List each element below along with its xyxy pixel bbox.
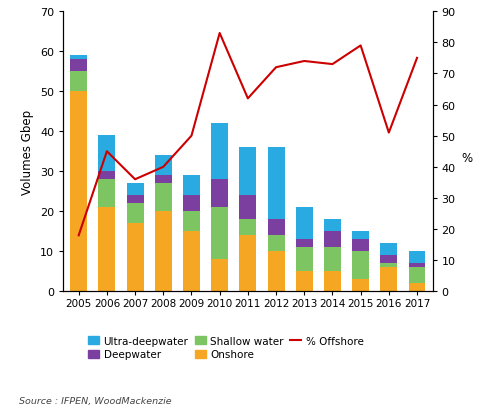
Bar: [155, 156, 172, 176]
Bar: [381, 256, 397, 264]
Bar: [183, 176, 200, 196]
Bar: [352, 232, 369, 240]
Bar: [70, 60, 87, 72]
Bar: [268, 220, 284, 236]
Bar: [296, 208, 312, 240]
Bar: [240, 148, 256, 196]
Bar: [352, 279, 369, 292]
Bar: [409, 252, 425, 264]
Bar: [99, 208, 115, 292]
Bar: [324, 272, 341, 292]
Bar: [409, 264, 425, 268]
Bar: [268, 236, 284, 252]
Bar: [127, 196, 143, 204]
Bar: [211, 180, 228, 208]
Bar: [409, 268, 425, 284]
Bar: [296, 248, 312, 272]
Y-axis label: %: %: [461, 152, 472, 165]
Bar: [70, 56, 87, 60]
Bar: [211, 260, 228, 292]
Bar: [155, 184, 172, 212]
Bar: [381, 244, 397, 256]
Bar: [324, 220, 341, 232]
Bar: [127, 184, 143, 196]
Bar: [70, 72, 87, 92]
Bar: [381, 264, 397, 268]
Bar: [268, 252, 284, 292]
Bar: [183, 196, 200, 212]
Bar: [352, 240, 369, 252]
Bar: [70, 92, 87, 292]
Bar: [324, 232, 341, 248]
Y-axis label: Volumes Gbep: Volumes Gbep: [21, 109, 35, 194]
Bar: [296, 240, 312, 248]
Bar: [324, 248, 341, 272]
Bar: [183, 232, 200, 292]
Bar: [268, 148, 284, 220]
Bar: [381, 268, 397, 292]
Bar: [211, 208, 228, 260]
Bar: [240, 236, 256, 292]
Legend: Ultra-deepwater, Deepwater, Shallow water, Onshore, % Offshore: Ultra-deepwater, Deepwater, Shallow wate…: [88, 336, 364, 360]
Bar: [155, 212, 172, 292]
Bar: [127, 224, 143, 292]
Bar: [409, 284, 425, 292]
Bar: [240, 220, 256, 236]
Text: Source : IFPEN, WoodMackenzie: Source : IFPEN, WoodMackenzie: [19, 396, 172, 405]
Bar: [352, 252, 369, 279]
Bar: [183, 212, 200, 232]
Bar: [99, 180, 115, 208]
Bar: [296, 272, 312, 292]
Bar: [99, 136, 115, 172]
Bar: [127, 204, 143, 224]
Bar: [211, 124, 228, 180]
Bar: [240, 196, 256, 220]
Bar: [99, 172, 115, 180]
Bar: [155, 176, 172, 184]
